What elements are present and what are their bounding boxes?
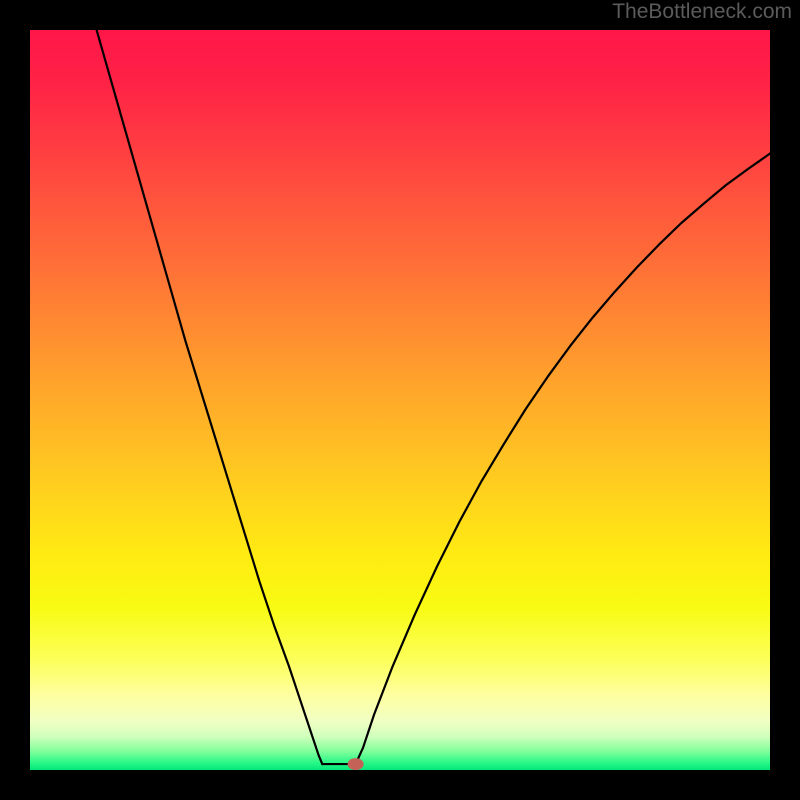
plot-background [30, 30, 770, 770]
watermark-text: TheBottleneck.com [612, 0, 792, 24]
plot-svg [30, 30, 770, 770]
chart-container: TheBottleneck.com [0, 0, 800, 800]
plot-area [30, 30, 770, 770]
min-marker [348, 758, 364, 770]
